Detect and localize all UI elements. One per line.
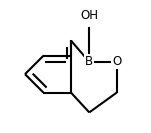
Text: O: O bbox=[112, 55, 121, 68]
Text: B: B bbox=[85, 55, 93, 68]
Text: OH: OH bbox=[80, 9, 98, 22]
